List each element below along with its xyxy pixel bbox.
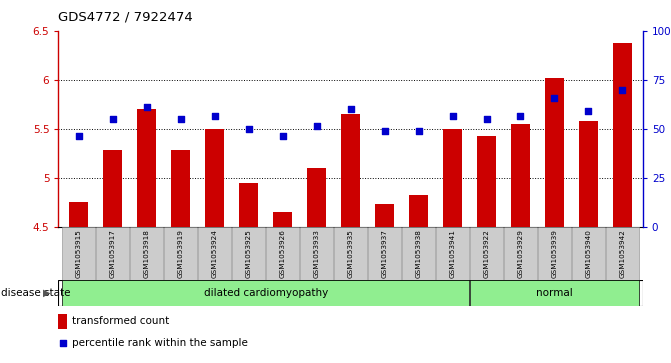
Text: percentile rank within the sample: percentile rank within the sample [72, 338, 248, 348]
Bar [266, 227, 299, 280]
Bar [504, 227, 537, 280]
Bar [613, 42, 632, 227]
Point [209, 113, 220, 119]
Point [142, 105, 152, 110]
Bar [307, 168, 326, 227]
Point [413, 128, 424, 134]
Bar [368, 227, 401, 280]
Bar [164, 227, 197, 280]
Text: GSM1053939: GSM1053939 [552, 229, 558, 278]
Bar [138, 109, 156, 227]
Bar [334, 227, 367, 280]
Text: normal: normal [536, 287, 573, 298]
Text: GSM1053917: GSM1053917 [110, 229, 115, 278]
Point [481, 116, 492, 122]
Text: GSM1053925: GSM1053925 [246, 229, 252, 278]
Bar [470, 280, 639, 306]
Point [379, 128, 390, 134]
Text: GDS4772 / 7922474: GDS4772 / 7922474 [58, 11, 193, 24]
Bar [606, 227, 639, 280]
Text: ▶: ▶ [43, 287, 50, 298]
Text: GSM1053926: GSM1053926 [280, 229, 286, 278]
Point [107, 116, 118, 122]
Bar [171, 150, 190, 227]
Text: GSM1053941: GSM1053941 [450, 229, 456, 278]
Text: GSM1053924: GSM1053924 [211, 229, 217, 278]
Bar [97, 227, 129, 280]
Point [58, 340, 68, 346]
Bar [58, 314, 67, 329]
Text: disease state: disease state [1, 287, 71, 298]
Point [447, 113, 458, 119]
Bar [436, 227, 469, 280]
Text: GSM1053915: GSM1053915 [76, 229, 82, 278]
Point [515, 113, 526, 119]
Point [617, 87, 628, 93]
Point [549, 95, 560, 101]
Point [277, 133, 288, 139]
Bar [470, 227, 503, 280]
Bar [375, 204, 394, 227]
Bar [477, 136, 496, 227]
Bar [572, 227, 605, 280]
Bar [232, 227, 265, 280]
Bar [62, 280, 469, 306]
Point [583, 108, 594, 114]
Bar [199, 227, 231, 280]
Bar [342, 114, 360, 227]
Text: GSM1053940: GSM1053940 [586, 229, 591, 278]
Bar [273, 212, 292, 227]
Bar [402, 227, 435, 280]
Bar [103, 150, 122, 227]
Bar [409, 195, 428, 227]
Text: GSM1053933: GSM1053933 [313, 229, 319, 278]
Bar [62, 227, 95, 280]
Bar [301, 227, 333, 280]
Bar [579, 121, 598, 227]
Text: GSM1053922: GSM1053922 [484, 229, 490, 278]
Bar [538, 227, 571, 280]
Bar [511, 124, 530, 227]
Text: GSM1053918: GSM1053918 [144, 229, 150, 278]
Text: GSM1053938: GSM1053938 [415, 229, 421, 278]
Text: GSM1053929: GSM1053929 [517, 229, 523, 278]
Text: GSM1053942: GSM1053942 [619, 229, 625, 278]
Bar [443, 129, 462, 227]
Point [175, 116, 186, 122]
Point [311, 123, 322, 129]
Bar [240, 183, 258, 227]
Point [73, 133, 84, 139]
Text: GSM1053919: GSM1053919 [178, 229, 184, 278]
Point [345, 106, 356, 112]
Text: dilated cardiomyopathy: dilated cardiomyopathy [203, 287, 327, 298]
Bar [545, 78, 564, 227]
Text: transformed count: transformed count [72, 317, 170, 326]
Text: GSM1053937: GSM1053937 [382, 229, 388, 278]
Point [244, 126, 254, 132]
Bar [69, 203, 88, 227]
Text: GSM1053935: GSM1053935 [348, 229, 354, 278]
Bar [130, 227, 163, 280]
Bar [205, 129, 224, 227]
